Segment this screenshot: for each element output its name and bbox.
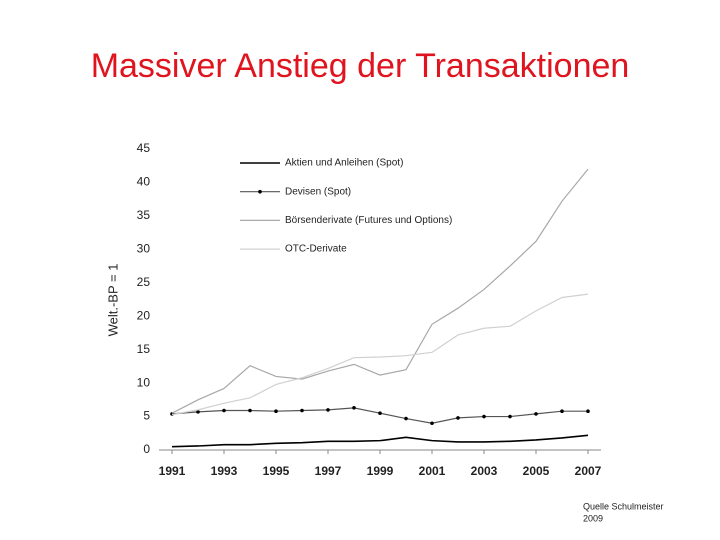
y-tick-label: 40 (137, 175, 151, 189)
x-tick-label: 1999 (367, 464, 394, 478)
source-note: 2009 (583, 513, 603, 523)
x-tick-label: 1991 (159, 464, 186, 478)
legend-marker (258, 189, 262, 194)
x-tick-label: 2001 (419, 464, 446, 478)
y-tick-label: 45 (137, 141, 151, 155)
series-line (171, 407, 588, 424)
legend-label: Börsenderivate (Futures und Options) (285, 215, 452, 226)
series-line (171, 293, 589, 416)
data-point (508, 414, 512, 419)
source-note: Quelle Schulmeister (583, 501, 664, 511)
y-tick-label: 5 (143, 409, 150, 423)
x-tick-label: 2005 (523, 464, 550, 478)
y-tick-label: 20 (137, 308, 151, 322)
legend-label: OTC-Derivate (285, 244, 347, 255)
data-point (534, 412, 538, 416)
y-tick-label: 10 (137, 375, 151, 389)
y-tick-label: 0 (143, 442, 150, 456)
data-point (326, 408, 330, 412)
data-point (456, 416, 460, 420)
data-point (482, 414, 486, 419)
x-tick-label: 2007 (575, 464, 602, 478)
x-tick-label: 1997 (315, 464, 342, 478)
x-tick-label: 1993 (211, 464, 238, 478)
data-point (352, 406, 356, 410)
series-line (171, 168, 589, 414)
series-line (171, 434, 589, 448)
legend-label: Aktien und Anleihen (Spot) (285, 158, 403, 169)
legend-label: Devisen (Spot) (285, 186, 351, 197)
data-point (430, 421, 434, 426)
y-tick-label: 25 (137, 275, 151, 289)
data-point (196, 410, 200, 414)
y-tick-label: 35 (137, 208, 151, 222)
data-point (300, 408, 304, 413)
y-axis-label: Welt.-BP = 1 (105, 264, 120, 337)
slide-title: Massiver Anstieg der Transaktionen (91, 47, 630, 85)
data-point (560, 409, 564, 414)
x-tick-label: 2003 (471, 464, 498, 478)
data-point (404, 416, 408, 421)
data-point (222, 408, 226, 413)
y-tick-label: 15 (137, 342, 151, 356)
data-point (586, 409, 590, 414)
data-point (378, 411, 382, 416)
x-tick-label: 1995 (263, 464, 290, 478)
data-point (274, 409, 278, 414)
y-tick-label: 30 (137, 242, 151, 256)
data-point (248, 408, 252, 413)
